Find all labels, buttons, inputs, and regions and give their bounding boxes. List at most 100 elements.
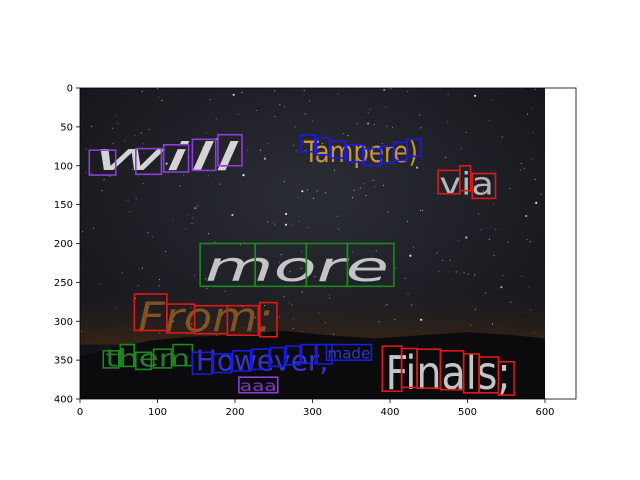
char-bbox [191,351,213,375]
star [134,134,136,136]
star [85,148,87,150]
star [540,193,542,195]
star [390,88,392,90]
annotation-2: via [437,165,497,203]
star [474,274,475,276]
star [363,183,365,185]
star [209,99,211,101]
star [197,205,199,207]
char-bbox [212,353,232,374]
char-bbox [300,133,316,153]
star [407,293,409,295]
star [352,251,354,253]
star [493,254,495,256]
star [284,106,286,108]
star [101,190,103,192]
star [455,271,457,273]
star [298,220,300,222]
star [103,179,105,181]
star [144,161,146,163]
star [112,142,114,144]
star [137,284,139,286]
star [485,292,487,294]
star [372,146,374,148]
star [264,154,266,156]
star [297,197,299,199]
star [368,150,370,152]
star [206,132,208,134]
star [232,93,235,96]
star [283,181,285,183]
hill-silhouette [80,330,545,399]
star [465,236,468,239]
star [420,209,422,211]
x-tick-label: 200 [225,407,244,418]
star [242,174,245,177]
star [395,267,397,269]
star [165,162,168,165]
star [385,125,387,127]
star [191,222,193,224]
star [190,307,192,309]
star [347,135,349,137]
x-tick-label: 0 [77,407,83,418]
annotation-0: will [88,133,243,180]
star [521,275,523,277]
star [242,306,244,308]
star [114,114,116,116]
star [99,283,101,285]
star [219,183,221,185]
star [458,240,460,242]
star [141,90,143,92]
star [367,112,369,114]
star [367,122,370,125]
star [493,203,495,205]
star [158,332,160,334]
star [307,227,309,228]
star [173,320,174,322]
star [187,214,188,216]
star [523,168,525,170]
star [289,271,291,273]
annotation-9: Finals; [381,345,515,399]
star [337,93,339,95]
annotation-3: more [199,242,395,291]
star [421,209,423,211]
star [237,113,239,115]
star [115,306,117,308]
star [192,217,194,219]
star [172,218,174,220]
star [373,123,375,125]
star [419,114,421,116]
star [292,144,294,146]
star [260,149,261,151]
star [351,197,353,199]
char-bbox [162,144,190,173]
char-bbox [285,345,301,366]
star [411,304,413,306]
char-bbox [471,172,497,200]
star [273,222,275,224]
y-tick-label: 250 [54,278,73,289]
star [206,287,208,289]
word-text: more [205,243,389,291]
star [221,313,223,315]
star [356,263,358,265]
star [121,272,123,274]
star [241,92,243,93]
star [124,140,126,142]
star [382,184,384,186]
star [526,239,528,241]
star [184,228,186,230]
y-tick-label: 400 [54,395,73,406]
x-tick-label: 300 [303,407,322,418]
star [407,91,409,93]
star [529,309,531,311]
star [129,211,131,212]
star [131,169,133,171]
star [535,201,538,204]
y-tick-label: 350 [54,356,73,367]
star [533,332,535,334]
star [135,198,137,199]
